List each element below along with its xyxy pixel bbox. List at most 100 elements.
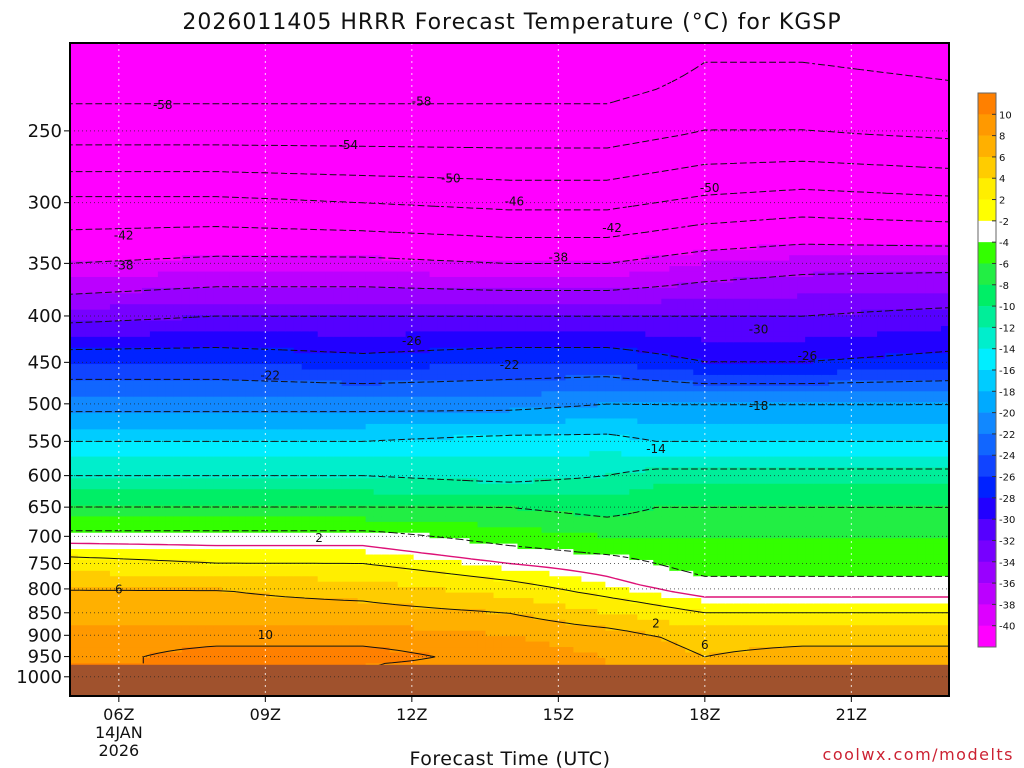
- temperature-cell: [325, 146, 335, 153]
- temperature-cell: [157, 200, 167, 207]
- temperature-cell: [261, 233, 271, 240]
- temperature-cell: [277, 309, 287, 316]
- temperature-cell: [173, 206, 183, 213]
- temperature-cell: [293, 440, 303, 447]
- temperature-cell: [109, 195, 119, 202]
- temperature-cell: [301, 64, 311, 71]
- temperature-cell: [229, 451, 239, 458]
- temperature-cell: [317, 255, 327, 262]
- temperature-cell: [85, 206, 95, 213]
- temperature-cell: [357, 119, 367, 126]
- temperature-cell: [389, 516, 399, 523]
- temperature-cell: [149, 353, 159, 360]
- temperature-cell: [333, 200, 343, 207]
- temperature-cell: [309, 374, 319, 381]
- temperature-cell: [269, 364, 279, 371]
- temperature-cell: [197, 244, 207, 251]
- temperature-cell: [325, 554, 335, 561]
- temperature-cell: [357, 184, 367, 191]
- temperature-cell: [237, 587, 247, 594]
- temperature-cell: [333, 260, 343, 267]
- temperature-cell: [277, 249, 287, 256]
- temperature-cell: [381, 282, 391, 289]
- temperature-cell: [261, 516, 271, 523]
- temperature-cell: [149, 217, 159, 224]
- temperature-cell: [197, 608, 207, 615]
- temperature-cell: [229, 570, 239, 577]
- temperature-cell: [293, 369, 303, 376]
- temperature-cell: [341, 576, 351, 583]
- temperature-cell: [389, 260, 399, 267]
- temperature-cell: [357, 244, 367, 251]
- temperature-cell: [109, 238, 119, 245]
- temperature-cell: [149, 157, 159, 164]
- temperature-cell: [253, 162, 263, 169]
- temperature-cell: [165, 217, 175, 224]
- temperature-cell: [277, 342, 287, 349]
- temperature-cell: [173, 570, 183, 577]
- temperature-cell: [245, 244, 255, 251]
- temperature-cell: [117, 391, 127, 398]
- temperature-cell: [197, 576, 207, 583]
- temperature-cell: [341, 200, 351, 207]
- temperature-cell: [101, 510, 111, 518]
- temperature-cell: [221, 325, 231, 333]
- temperature-cell: [245, 97, 255, 104]
- temperature-cell: [149, 657, 159, 664]
- temperature-cell: [221, 124, 231, 131]
- temperature-cell: [277, 500, 287, 507]
- temperature-cell: [269, 173, 279, 180]
- temperature-cell: [397, 255, 407, 262]
- temperature-cell: [157, 135, 167, 142]
- temperature-cell: [245, 614, 255, 621]
- temperature-cell: [149, 287, 159, 294]
- temperature-cell: [325, 391, 335, 398]
- temperature-cell: [85, 108, 95, 115]
- temperature-cell: [85, 451, 95, 458]
- temperature-cell: [77, 309, 87, 316]
- temperature-cell: [333, 271, 343, 278]
- temperature-cell: [309, 369, 319, 376]
- temperature-cell: [125, 315, 135, 322]
- temperature-cell: [397, 70, 407, 77]
- temperature-cell: [293, 336, 303, 343]
- temperature-cell: [253, 325, 263, 333]
- temperature-cell: [77, 217, 87, 224]
- temperature-cell: [109, 293, 119, 300]
- temperature-cell: [349, 135, 359, 142]
- temperature-cell: [70, 195, 79, 202]
- temperature-cell: [85, 102, 95, 109]
- temperature-cell: [205, 592, 215, 599]
- temperature-cell: [381, 391, 391, 398]
- temperature-cell: [109, 325, 119, 333]
- temperature-cell: [341, 641, 351, 648]
- temperature-cell: [293, 581, 303, 588]
- temperature-cell: [205, 287, 215, 294]
- temperature-cell: [149, 315, 159, 322]
- temperature-cell: [77, 162, 87, 169]
- temperature-cell: [333, 135, 343, 142]
- temperature-cell: [277, 157, 287, 164]
- temperature-cell: [141, 652, 151, 659]
- temperature-cell: [293, 309, 303, 316]
- temperature-cell: [253, 342, 263, 349]
- temperature-cell: [149, 282, 159, 289]
- temperature-cell: [70, 630, 79, 637]
- temperature-cell: [261, 456, 271, 463]
- temperature-cell: [253, 293, 263, 300]
- temperature-cell: [285, 233, 295, 240]
- temperature-cell: [253, 358, 263, 365]
- temperature-cell: [341, 445, 351, 452]
- temperature-cell: [149, 255, 159, 262]
- temperature-cell: [365, 625, 375, 632]
- temperature-cell: [189, 228, 199, 235]
- temperature-cell: [397, 287, 407, 294]
- temperature-cell: [213, 521, 223, 528]
- temperature-cell: [397, 140, 407, 147]
- temperature-cell: [205, 598, 215, 605]
- temperature-cell: [70, 565, 79, 572]
- temperature-cell: [77, 505, 87, 512]
- temperature-cell: [261, 440, 271, 447]
- temperature-cell: [389, 364, 399, 371]
- temperature-cell: [389, 532, 399, 539]
